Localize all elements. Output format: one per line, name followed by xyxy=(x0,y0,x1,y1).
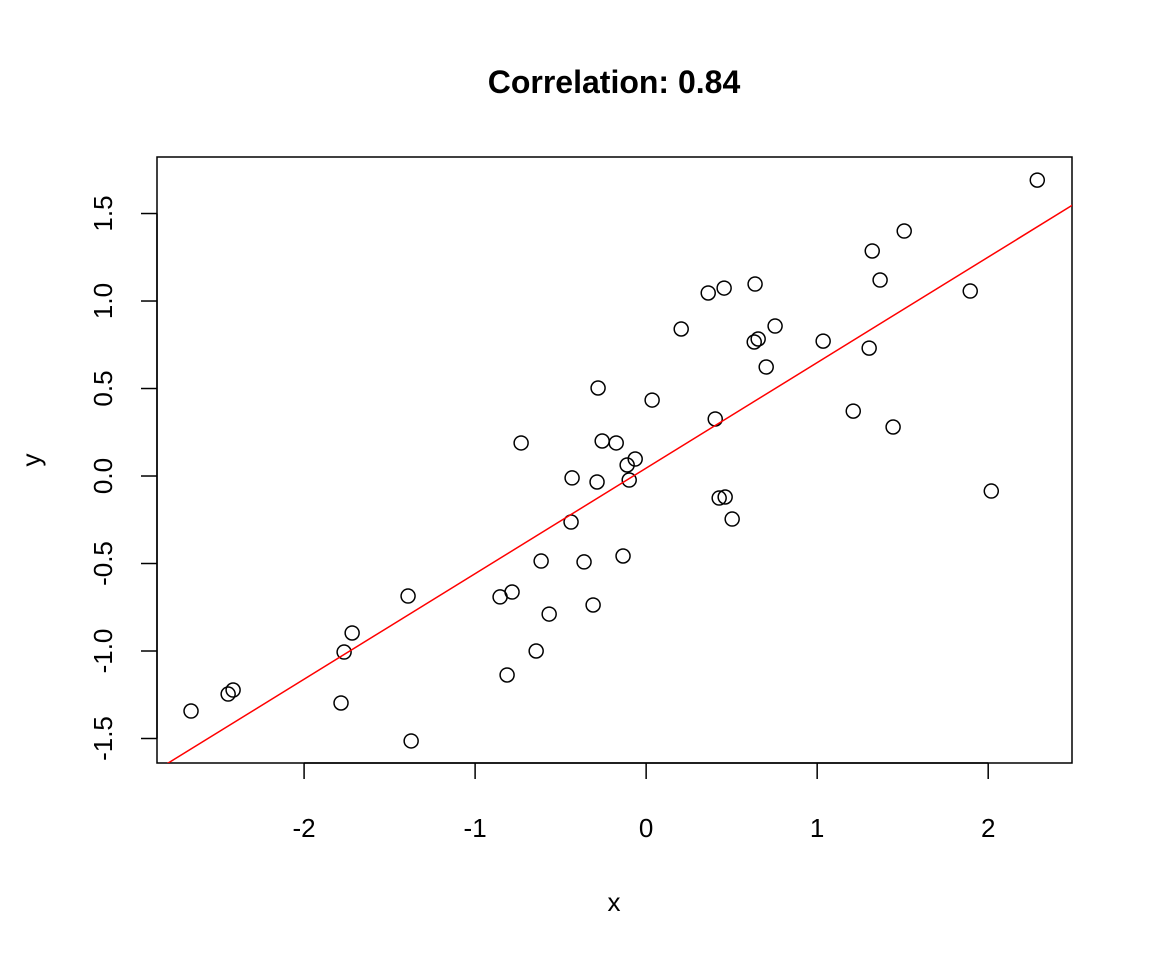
data-point xyxy=(864,243,880,259)
data-point xyxy=(619,457,635,473)
data-point xyxy=(845,403,862,419)
data-point xyxy=(872,272,888,288)
data-point xyxy=(541,606,557,622)
data-point xyxy=(499,667,515,683)
data-point xyxy=(750,331,766,347)
y-tick-label: -0.5 xyxy=(88,541,118,586)
data-point xyxy=(183,703,199,719)
data-point xyxy=(615,548,631,564)
data-point xyxy=(608,435,624,451)
data-point xyxy=(747,276,763,292)
data-point xyxy=(344,625,360,641)
y-axis: -1.5 -1.0 -0.5 0.0 0.5 1.0 1.5 xyxy=(88,195,158,761)
chart-title: Correlation: 0.84 xyxy=(488,64,741,100)
data-point xyxy=(673,321,689,337)
y-tick-label: 0.5 xyxy=(88,370,118,406)
points-layer xyxy=(183,172,1046,749)
data-point xyxy=(716,280,732,296)
data-point xyxy=(815,333,831,349)
y-tick-label: 1.0 xyxy=(88,283,118,319)
fit-line-layer xyxy=(166,204,1072,763)
data-point xyxy=(707,411,723,427)
data-point xyxy=(717,489,733,505)
data-point xyxy=(585,597,601,613)
data-point xyxy=(403,733,419,749)
data-point xyxy=(589,474,605,490)
data-point xyxy=(621,472,637,488)
data-point xyxy=(594,433,610,449)
data-point xyxy=(513,435,529,451)
y-tick-label: 0.0 xyxy=(88,458,118,494)
x-tick-label: 0 xyxy=(639,813,653,843)
data-point xyxy=(746,334,762,350)
data-point xyxy=(767,318,783,334)
x-tick-label: 1 xyxy=(810,813,824,843)
x-tick-label: 2 xyxy=(981,813,995,843)
data-point xyxy=(1029,172,1046,188)
data-point xyxy=(220,686,236,702)
data-point xyxy=(885,419,901,435)
data-point xyxy=(590,380,606,396)
data-point xyxy=(700,285,716,301)
y-tick-label: -1.0 xyxy=(88,629,118,674)
data-point xyxy=(564,470,580,486)
y-tick-label: -1.5 xyxy=(88,716,118,761)
y-tick-label: 1.5 xyxy=(88,195,118,231)
regression-line xyxy=(166,204,1072,763)
data-point xyxy=(627,451,643,467)
data-point xyxy=(962,283,978,299)
y-axis-label: y xyxy=(16,454,46,467)
data-point xyxy=(861,340,877,356)
x-tick-label: -1 xyxy=(464,813,487,843)
x-tick-label: -2 xyxy=(293,813,316,843)
data-point xyxy=(576,554,592,570)
plot-frame xyxy=(156,156,1073,764)
data-point xyxy=(711,490,727,506)
data-point xyxy=(333,695,349,711)
data-point xyxy=(983,483,1000,499)
x-axis-label: x xyxy=(608,887,621,917)
data-point xyxy=(896,223,912,239)
data-point xyxy=(758,359,774,375)
data-point xyxy=(644,392,660,408)
x-axis: -2 -1 0 1 2 xyxy=(293,762,995,843)
data-point xyxy=(528,643,544,659)
data-point xyxy=(533,553,549,569)
data-point xyxy=(225,682,241,698)
data-point xyxy=(400,588,416,604)
data-point xyxy=(336,644,352,660)
data-point xyxy=(504,584,520,600)
data-point xyxy=(724,511,740,527)
